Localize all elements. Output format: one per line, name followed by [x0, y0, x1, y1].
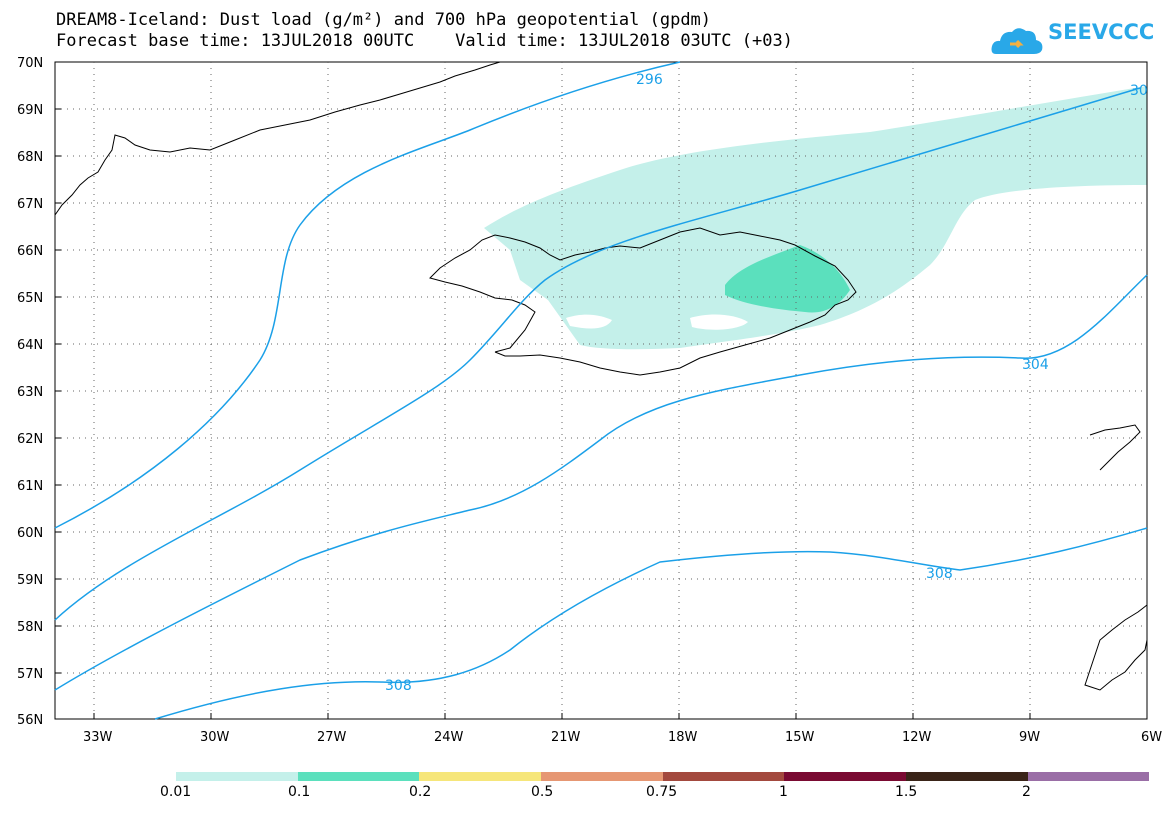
lat-label: 58N — [17, 620, 43, 635]
colorbar-label: 1.5 — [895, 784, 918, 800]
tick-marks — [55, 61, 1031, 719]
lat-label: 64N — [17, 338, 43, 353]
contour-label: 296 — [636, 72, 663, 88]
faroe-coast — [1089, 424, 1141, 471]
lat-label: 65N — [17, 291, 43, 306]
lat-label: 61N — [17, 479, 43, 494]
lat-label: 68N — [17, 150, 43, 165]
colorbar-swatch — [176, 772, 298, 781]
colorbar-swatch — [298, 772, 419, 781]
contour-label: 304 — [1022, 357, 1049, 373]
lon-label: 18W — [668, 730, 698, 745]
lon-label: 21W — [551, 730, 581, 745]
logo-text: SEEVCCC — [1048, 20, 1155, 44]
lon-label: 24W — [434, 730, 464, 745]
colorbar-label: 2 — [1022, 784, 1031, 800]
dust-area-gap — [566, 314, 612, 329]
colorbar-swatch — [784, 772, 906, 781]
contour-line — [54, 274, 1148, 691]
lon-label: 9W — [1019, 730, 1040, 745]
lat-label: 63N — [17, 385, 43, 400]
iceland-coast — [429, 227, 857, 376]
lat-label: 69N — [17, 103, 43, 118]
lat-label: 57N — [17, 667, 43, 682]
lon-label: 33W — [83, 730, 113, 745]
dust-area-medium — [725, 245, 850, 313]
contour-line — [54, 87, 1141, 621]
lon-labels: 33W 30W 27W 24W 21W 18W 15W 12W 9W 6W — [83, 730, 1162, 745]
colorbar-swatch — [419, 772, 541, 781]
cloud-logo-icon — [991, 28, 1043, 54]
colorbar-swatch — [663, 772, 784, 781]
lon-label: 6W — [1141, 730, 1162, 745]
dust-area-light — [484, 86, 1147, 350]
colorbar-swatch — [1028, 772, 1149, 781]
contour-label: 308 — [926, 566, 953, 582]
colorbar — [176, 772, 1149, 781]
contour-line — [54, 61, 681, 529]
lat-labels: 70N 69N 68N 67N 66N 65N 64N 63N 62N 61N … — [17, 56, 43, 728]
colorbar-label: 0.01 — [160, 784, 192, 800]
dust-area-gap — [690, 314, 748, 330]
scotland-coast — [1084, 604, 1148, 691]
colorbar-swatch — [906, 772, 1028, 781]
lat-label: 56N — [17, 713, 43, 728]
colorbar-label: 1 — [779, 784, 788, 800]
lat-label: 60N — [17, 526, 43, 541]
colorbar-label: 0.2 — [409, 784, 432, 800]
contour-label: 308 — [385, 678, 412, 694]
colorbar-label: 0.75 — [646, 784, 678, 800]
chart-subtitle: Forecast base time: 13JUL2018 00UTC Vali… — [56, 31, 793, 51]
contour-label: 30 — [1130, 83, 1148, 99]
coastlines — [54, 61, 1148, 691]
lat-label: 62N — [17, 432, 43, 447]
lat-label: 66N — [17, 244, 43, 259]
lon-label: 30W — [200, 730, 230, 745]
greenland-coast — [54, 61, 501, 216]
colorbar-label: 0.1 — [288, 784, 311, 800]
lon-label: 12W — [902, 730, 932, 745]
lat-label: 67N — [17, 197, 43, 212]
geopotential-contours — [54, 61, 1148, 720]
lon-label: 27W — [317, 730, 347, 745]
lat-label: 59N — [17, 573, 43, 588]
chart-title: DREAM8-Iceland: Dust load (g/m²) and 700… — [56, 10, 712, 30]
colorbar-swatch — [541, 772, 663, 781]
colorbar-label: 0.5 — [531, 784, 554, 800]
lon-label: 15W — [785, 730, 815, 745]
contour-line — [154, 527, 1148, 720]
lat-label: 70N — [17, 56, 43, 71]
